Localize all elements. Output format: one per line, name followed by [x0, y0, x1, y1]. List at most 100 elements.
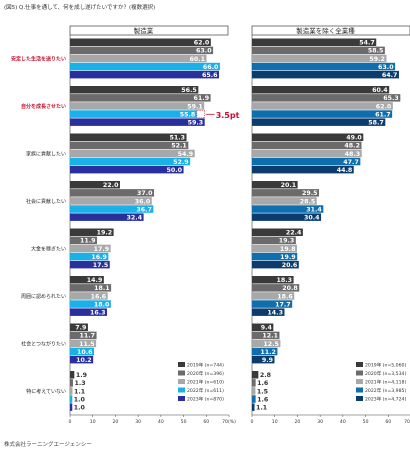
legend-label: 2022年 (n=611)	[187, 387, 224, 394]
bar	[70, 94, 211, 102]
x-tick-label: 40	[340, 419, 346, 425]
bar	[70, 70, 220, 79]
data-label: 22.0	[103, 182, 119, 189]
data-label: 11.5	[79, 341, 95, 348]
bar	[70, 355, 94, 364]
x-tick-label: 20	[294, 419, 300, 425]
x-tick-label: 70(%)	[404, 419, 410, 425]
x-tick-label: 50	[363, 419, 369, 425]
bar	[70, 308, 108, 316]
bar	[70, 300, 111, 308]
bar	[70, 379, 73, 387]
legend-swatch	[356, 379, 363, 384]
bar	[252, 110, 393, 118]
bar	[252, 300, 293, 308]
data-label: 17.9	[94, 246, 110, 253]
bar	[70, 86, 199, 94]
data-label: 30.4	[304, 215, 320, 222]
data-label: 11.7	[80, 333, 96, 340]
data-label: 36.7	[136, 206, 152, 213]
bar	[70, 141, 189, 150]
data-label: 48.3	[345, 151, 361, 158]
x-tick-label: 0	[69, 419, 72, 425]
legend-swatch	[356, 370, 363, 376]
bar	[252, 355, 275, 364]
data-label: 54.9	[178, 151, 194, 158]
bar	[70, 149, 195, 158]
bar	[252, 379, 256, 387]
panel-title: 製造業を除く全業種	[296, 26, 355, 35]
bar	[252, 371, 259, 379]
legend-label: 2019年 (n=744)	[187, 362, 224, 369]
bar	[70, 403, 73, 411]
bar	[70, 110, 197, 118]
bar	[70, 228, 114, 236]
bar	[70, 62, 220, 71]
bar	[252, 403, 255, 411]
bar	[70, 323, 88, 331]
category-label: 家族に貢献したい	[26, 150, 66, 157]
data-label: 65.3	[383, 95, 399, 102]
data-label: 11.9	[80, 238, 96, 245]
category-label: 大金を稼ぎたい	[31, 245, 66, 252]
data-label: 62.0	[194, 40, 210, 47]
data-label: 18.3	[277, 277, 293, 284]
data-label: 1.1	[256, 405, 267, 412]
legend-label: 2021年 (n=610)	[187, 379, 224, 386]
data-label: 1.0	[74, 405, 86, 412]
data-label: 1.5	[257, 388, 268, 395]
data-label: 19.3	[279, 238, 295, 245]
bar	[70, 331, 97, 340]
data-label: 59.1	[187, 103, 203, 110]
data-label: 49.0	[346, 135, 362, 142]
bar	[70, 260, 110, 269]
bar	[252, 260, 299, 269]
bar	[70, 244, 111, 253]
bar	[70, 395, 73, 403]
data-label: 18.1	[94, 285, 110, 292]
legend-swatch	[356, 387, 363, 393]
bar	[252, 133, 364, 141]
data-label: 59.2	[369, 56, 385, 63]
bar	[70, 38, 211, 46]
bar	[252, 244, 297, 253]
data-label: 66.0	[203, 64, 219, 71]
x-tick-label: 30	[317, 419, 323, 425]
source-note: 株式会社ラーニングエージェンシー	[4, 442, 92, 448]
data-label: 18.0	[94, 301, 110, 308]
bar	[252, 46, 385, 55]
bar	[252, 213, 322, 221]
data-label: 58.7	[368, 120, 384, 127]
x-tick-label: 60	[385, 419, 391, 425]
legend-label: 2023年 (n=4,724)	[365, 396, 406, 403]
legend-swatch	[356, 396, 363, 401]
bar	[252, 308, 285, 316]
bar	[70, 197, 152, 205]
data-label: 52.1	[171, 143, 187, 150]
panel-header-box	[69, 25, 229, 36]
data-label: 59.3	[188, 120, 204, 127]
legend-swatch	[178, 396, 185, 401]
bar	[70, 205, 154, 213]
bar	[70, 252, 109, 261]
data-label: 19.8	[280, 246, 296, 253]
data-label: 63.0	[378, 64, 394, 71]
category-label: 安定した生活を送りたい	[11, 55, 66, 62]
data-label: 1.1	[74, 388, 85, 395]
data-label: 20.8	[282, 285, 298, 292]
bar	[70, 347, 95, 356]
bar	[252, 149, 362, 158]
figure-title: (図5) Q.仕事を通して、何を成し遂げたいですか？(複数選択)	[4, 5, 156, 11]
x-tick-label: 50	[181, 419, 187, 425]
data-label: 1.6	[257, 380, 269, 387]
bar	[252, 86, 390, 94]
category-label: 社会とつながりたい	[21, 340, 66, 347]
data-label: 31.4	[306, 206, 322, 213]
data-label: 18.6	[277, 293, 293, 300]
data-label: 9.9	[262, 357, 273, 364]
data-label: 12.1	[262, 333, 278, 340]
data-label: 55.8	[180, 111, 196, 118]
x-tick-label: 10	[272, 419, 278, 425]
bar	[70, 236, 98, 245]
